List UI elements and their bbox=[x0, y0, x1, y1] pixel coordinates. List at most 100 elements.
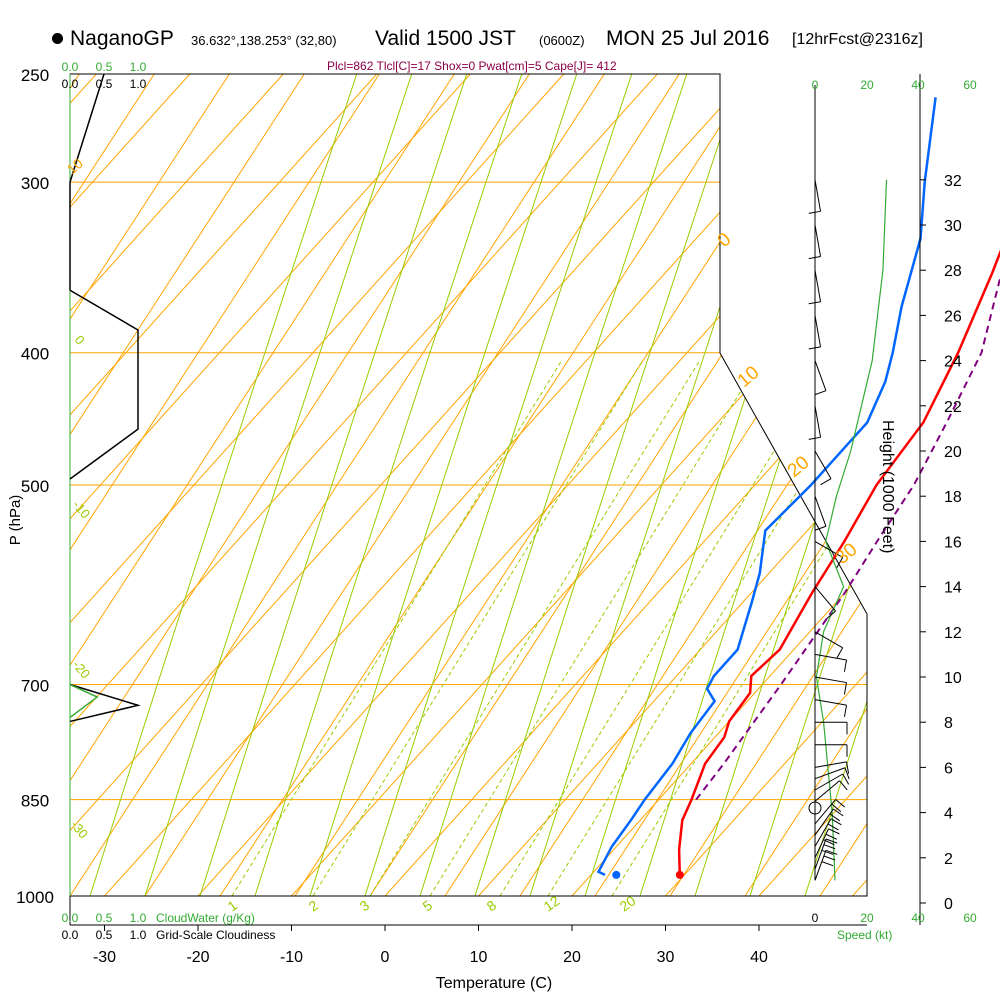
dry-adiabat-line bbox=[819, 74, 867, 896]
cloudiness-line bbox=[69, 683, 141, 723]
wind-barb-flag bbox=[823, 855, 836, 861]
wind-barb-staff bbox=[814, 179, 822, 212]
x-tick-label: 10 bbox=[470, 949, 488, 966]
wind-barb-staff bbox=[814, 450, 832, 479]
x-tick-label: 20 bbox=[563, 949, 581, 966]
moist-adiabat-line bbox=[804, 74, 867, 896]
speed-scale-top: 60 bbox=[963, 78, 977, 92]
wind-barb-flag bbox=[846, 761, 850, 774]
wind-barb-flag bbox=[828, 828, 840, 835]
mixing-ratio-line bbox=[369, 359, 701, 896]
moist-adiabat-line bbox=[144, 74, 426, 896]
dry-adiabat-line bbox=[669, 74, 867, 896]
cloud-water-scale-bottom: 1.0 bbox=[130, 911, 147, 925]
wind-barb-staff bbox=[814, 808, 834, 836]
dry-adiabat-line bbox=[70, 74, 421, 896]
cloud-water-scale-top: 1.0 bbox=[130, 60, 147, 74]
height-panel: 0246810121416182022242628303200202040406… bbox=[808, 74, 977, 942]
wind-barb-flag bbox=[843, 705, 848, 718]
moist-adiabat-line bbox=[419, 74, 701, 896]
wind-barb-flag bbox=[808, 436, 821, 440]
moist-adiabat-line bbox=[89, 74, 371, 896]
dry-adiabat-line bbox=[70, 74, 496, 896]
speed-scale-bottom: 20 bbox=[860, 911, 874, 925]
wind-barb-staff bbox=[814, 540, 843, 558]
wind-barb-staff bbox=[814, 767, 846, 780]
mixing-ratio-label: 3 bbox=[357, 897, 373, 915]
height-tick-label: 0 bbox=[944, 896, 953, 913]
dewpoint-curve bbox=[596, 97, 937, 877]
height-tick-label: 8 bbox=[944, 715, 953, 732]
wind-barb-flag bbox=[808, 301, 821, 305]
x-axis-title: Temperature (C) bbox=[436, 975, 552, 992]
station-coords: 36.632°,138.253° (32,80) bbox=[191, 33, 337, 48]
isotherm-line bbox=[70, 74, 284, 896]
cloudiness-scale-bottom: 1.0 bbox=[130, 928, 147, 942]
wind-barb bbox=[808, 405, 822, 440]
height-tick-label: 18 bbox=[944, 489, 962, 506]
cloud-water-scale-top: 0.0 bbox=[62, 60, 79, 74]
wind-barb bbox=[814, 586, 836, 620]
wind-barb-staff bbox=[814, 799, 836, 825]
wind-barb-staff bbox=[814, 315, 822, 348]
wind-barb-flag bbox=[808, 210, 821, 214]
wind-barb bbox=[808, 270, 822, 305]
cloudiness-line bbox=[69, 289, 139, 480]
wind-barb-flag bbox=[842, 773, 850, 785]
wind-barb-flag bbox=[843, 659, 848, 672]
isotherm-line bbox=[70, 74, 378, 896]
dry-adiabat-line bbox=[594, 74, 867, 896]
wind-barb-flag bbox=[825, 833, 838, 840]
x-tick-label: 30 bbox=[657, 949, 675, 966]
wind-barb bbox=[814, 828, 840, 859]
isotherm-label: 10 bbox=[64, 155, 86, 177]
skew-edge-label: -30 bbox=[68, 817, 92, 841]
cloudiness-label: Grid-Scale Cloudiness bbox=[156, 928, 275, 942]
station-name: NaganoGP bbox=[70, 27, 174, 50]
wind-barb-staff bbox=[814, 360, 827, 391]
pressure-tick-label: 500 bbox=[21, 477, 49, 496]
chart-grid bbox=[0, 0, 1000, 896]
x-tick-label: -10 bbox=[280, 949, 303, 966]
speed-profile-line bbox=[815, 179, 888, 881]
speed-scale-bottom: 0 bbox=[812, 911, 819, 925]
surface-dewpoint-dot bbox=[612, 870, 621, 879]
dry-adiabat-line bbox=[0, 0, 45, 896]
mixing-ratio-label: 5 bbox=[420, 897, 436, 915]
height-tick-label: 22 bbox=[944, 399, 962, 416]
dry-adiabat-line bbox=[970, 0, 1000, 896]
isotherm-line bbox=[571, 74, 867, 896]
mixing-ratio-label: 2 bbox=[306, 897, 322, 915]
skew-edge-label: 0 bbox=[72, 332, 88, 347]
moist-adiabat-line bbox=[364, 74, 646, 896]
wind-barb-staff bbox=[814, 270, 822, 302]
wind-barb-flag bbox=[823, 844, 836, 850]
dry-adiabat-line bbox=[369, 74, 867, 896]
wind-barb bbox=[814, 849, 838, 881]
wind-barb bbox=[814, 767, 850, 780]
dry-adiabat-line bbox=[519, 74, 867, 896]
dry-adiabat-line bbox=[219, 74, 867, 896]
utc-time: (0600Z) bbox=[539, 33, 585, 48]
cloudiness-scale-bottom: 0.0 bbox=[62, 928, 79, 942]
wind-barb bbox=[814, 818, 842, 847]
cloud-water-label: CloudWater (g/Kg) bbox=[156, 911, 255, 925]
moist-adiabat-line bbox=[309, 74, 591, 896]
moist-adiabat-line bbox=[694, 74, 867, 896]
wind-barb bbox=[814, 496, 827, 531]
wind-barb-staff bbox=[814, 838, 827, 870]
height-axis-title: Height (1000 Feet) bbox=[879, 420, 896, 553]
cloud-panel bbox=[69, 73, 141, 723]
cloud-water-scale-bottom: 0.0 bbox=[62, 911, 79, 925]
dry-adiabat-line bbox=[70, 74, 721, 896]
height-tick-label: 14 bbox=[944, 580, 962, 597]
height-tick-label: 12 bbox=[944, 625, 962, 642]
valid-date: MON 25 Jul 2016 bbox=[606, 27, 770, 50]
wind-barb-staff bbox=[814, 699, 847, 706]
wind-barb bbox=[814, 808, 844, 836]
x-tick-label: -20 bbox=[186, 949, 209, 966]
forecast-label: [12hrFcst@2316z] bbox=[792, 31, 923, 48]
calm-circle bbox=[808, 801, 822, 815]
wind-barb-staff bbox=[814, 676, 847, 684]
moist-adiabat-line bbox=[749, 74, 867, 896]
